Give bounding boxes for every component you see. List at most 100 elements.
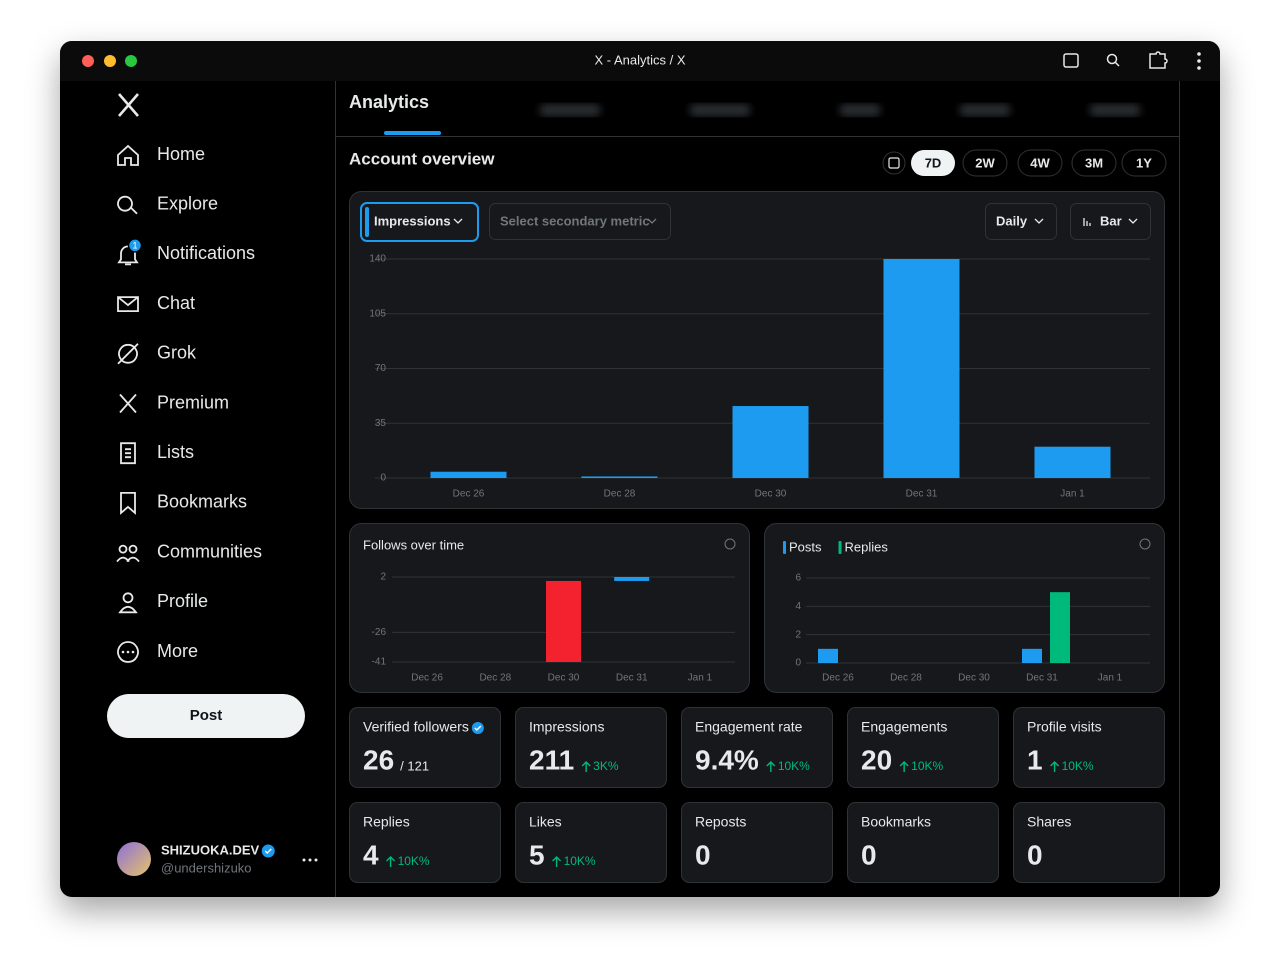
stat-value: 0 [695,839,711,870]
stat-change: 10K% [398,854,430,868]
nav-icon[interactable] [117,195,138,215]
trend-arrow [1050,761,1060,772]
secondary-metric-select[interactable] [489,203,671,240]
stat-label: Reposts [695,814,746,830]
minimize-button[interactable] [104,55,116,67]
range-label[interactable]: 2W [975,155,995,170]
nav-item[interactable]: Home [157,144,205,164]
stat-value: 0 [861,839,877,870]
y-tick-label: 0 [795,658,801,669]
nav-icon[interactable] [117,641,139,663]
y-tick-label: -26 [372,627,387,638]
nav-icon-dot [126,650,130,654]
trend-arrow [552,856,562,867]
range-button[interactable] [1071,149,1117,177]
verified-check [474,725,482,732]
avatar[interactable] [117,842,151,876]
stat-label: Replies [363,814,410,830]
menu-dot[interactable] [1197,52,1201,56]
range-button[interactable] [962,149,1008,177]
blurred-tabs [540,104,1140,116]
account-name[interactable]: SHIZUOKA.DEV [161,842,260,857]
nav-item[interactable]: Profile [157,591,208,611]
post-button-label[interactable]: Post [190,707,223,724]
stat-label: Impressions [529,719,604,735]
y-tick-label: 6 [795,573,801,584]
post-button[interactable] [107,694,305,738]
bar [818,648,838,663]
nav-item[interactable]: Bookmarks [157,492,247,512]
analytics-tab[interactable]: Analytics [349,92,429,112]
range-button[interactable] [911,150,955,176]
y-tick-label: 70 [375,363,387,374]
interval[interactable]: Daily [996,213,1028,228]
nav-icon[interactable] [116,544,140,563]
stat-label: Engagements [861,719,947,735]
nav-icon[interactable] [117,144,139,166]
range-label[interactable]: 7D [925,155,942,170]
menu-dot[interactable] [1197,59,1201,63]
interval-select[interactable] [985,203,1057,240]
nav-icon[interactable] [118,592,138,614]
x-logo[interactable] [118,93,139,117]
stat-change: 10K% [564,854,596,868]
nav-item[interactable]: Chat [157,293,195,313]
stat-card [681,707,833,788]
nav-item[interactable]: Communities [157,541,262,561]
nav-item[interactable]: Grok [157,343,197,363]
nav-item[interactable]: Notifications [157,243,255,263]
stat-value: 4 [363,839,379,870]
zoom-button[interactable] [125,55,137,67]
bar [732,406,809,478]
secondary-metric[interactable]: Select secondary metric [500,213,650,228]
legend-label: Replies [845,539,889,554]
x-tick-label: Jan 1 [1060,489,1085,500]
menu-dot[interactable] [1197,66,1201,70]
zoom-icon[interactable] [1106,53,1118,65]
bar [430,471,507,478]
primary-metric[interactable]: Impressions [374,213,451,228]
primary-metric-select[interactable] [360,202,479,242]
nav-item[interactable]: Premium [157,392,229,412]
x-tick-label: Dec 26 [411,673,443,684]
nav-icon[interactable] [117,296,139,313]
nav-icon[interactable] [120,442,136,465]
stat-label: Verified followers [363,719,469,735]
nav-item[interactable]: More [157,641,198,661]
notification-count: 1 [132,240,137,250]
translate-icon[interactable] [1063,53,1079,68]
stat-card [349,707,501,788]
range-button[interactable] [1121,149,1167,177]
nav-item[interactable]: Explore [157,193,218,213]
x-tick-label: Dec 30 [548,673,580,684]
x-tick-label: Dec 30 [958,673,990,684]
chart-style[interactable]: Bar [1100,213,1122,228]
window-title: X - Analytics / X [594,52,685,67]
x-tick-label: Dec 28 [890,673,922,684]
x-tick-label: Dec 31 [1026,673,1058,684]
range-label[interactable]: 3M [1085,155,1103,170]
info-icon[interactable] [1139,538,1151,550]
stat-label: Shares [1027,814,1071,830]
extensions-icon[interactable] [1149,51,1168,69]
legend-swatch [838,541,842,554]
nav-icon[interactable] [120,491,136,515]
nav-item[interactable]: Lists [157,442,194,462]
range-button[interactable] [1017,149,1063,177]
range-label[interactable]: 1Y [1136,155,1152,170]
x-tick-label: Dec 28 [604,489,636,500]
chart-style-select[interactable] [1070,203,1151,240]
x-tick-label: Dec 31 [906,489,938,500]
notification-badge [127,238,143,253]
zoom-icon-handle [1114,61,1120,67]
info-icon[interactable] [724,538,736,550]
nav-icon[interactable] [117,343,139,365]
y-tick-label: 105 [369,308,386,319]
calendar-button[interactable] [882,151,906,175]
nav-icon[interactable] [119,393,137,414]
close-button[interactable] [82,55,94,67]
trend-arrow [386,856,396,867]
range-label[interactable]: 4W [1030,155,1050,170]
y-tick-label: 35 [375,418,387,429]
